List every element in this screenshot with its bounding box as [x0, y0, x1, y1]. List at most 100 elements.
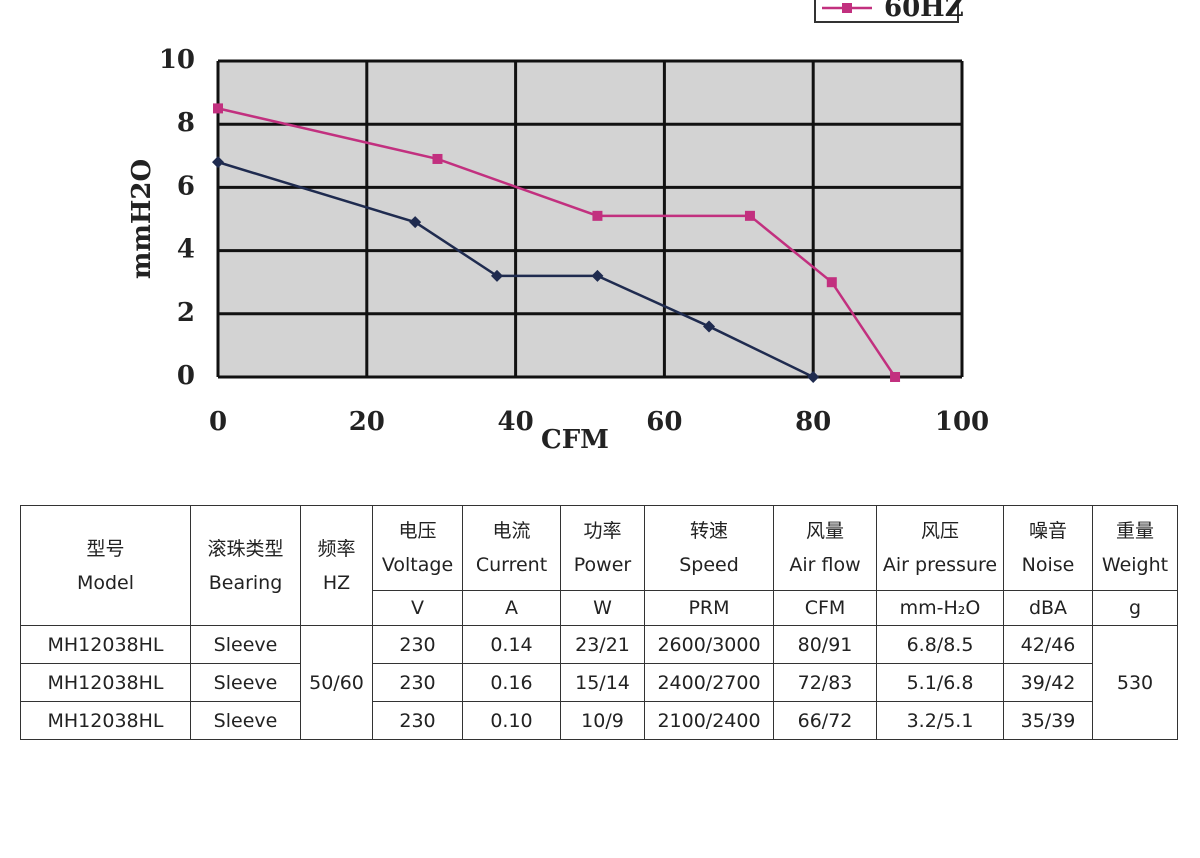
header-en: Voltage	[381, 554, 454, 576]
x-tick-label: 100	[935, 407, 989, 437]
data-cell: 66/72	[773, 701, 877, 740]
data-cell: MH12038HL	[20, 701, 191, 740]
data-cell: 0.10	[462, 701, 561, 740]
marker	[744, 210, 755, 221]
y-axis-label: mmH2O	[127, 159, 157, 279]
x-tick-label: 80	[795, 407, 831, 437]
series-line	[217, 160, 814, 379]
y-tick-label: 10	[159, 45, 195, 75]
header-cell: 滚珠类型 Bearing	[190, 505, 301, 626]
data-row: MH12038HL Sleeve 230 0.10 10/9 2100/2400 66/72…	[20, 701, 1178, 740]
header-en: Air pressure	[882, 554, 998, 576]
header-cell: 型号 Model	[20, 505, 191, 626]
header-cell: 风压 Air pressure	[876, 505, 1004, 591]
data-cell: 3.2/5.1	[876, 701, 1004, 740]
marker	[890, 372, 901, 382]
header-zh: 转速	[689, 520, 728, 542]
header-zh: 电压	[398, 520, 437, 542]
header-en: HZ	[322, 571, 351, 594]
marker	[491, 269, 503, 282]
header-cell: 重量 Weight	[1092, 505, 1178, 591]
plot-area	[218, 61, 962, 377]
header-zh: 滚珠类型	[207, 537, 284, 560]
header-en: Model	[76, 571, 135, 594]
unit-cell: CFM	[773, 590, 877, 626]
data-cell: 2100/2400	[644, 701, 774, 740]
weight-cell: 530	[1092, 625, 1178, 740]
marker	[592, 210, 603, 221]
data-cell: 2600/3000	[644, 625, 774, 664]
x-tick-label: 20	[349, 407, 385, 437]
marker	[213, 103, 223, 114]
header-cell: 频率 HZ	[300, 505, 373, 626]
data-cell: 23/21	[560, 625, 645, 664]
unit-cell: A	[462, 590, 561, 626]
header-row: 型号 Model 滚珠类型 Bearing 频率 HZ 电压 Voltage 电流 Current…	[20, 505, 1178, 626]
y-tick-label: 4	[177, 235, 195, 265]
x-tick-label: 40	[498, 407, 534, 437]
marker	[409, 216, 422, 229]
header-cell: 电流 Current	[462, 505, 561, 591]
data-cell: MH12038HL	[20, 663, 191, 702]
unit-cell: mm-H₂O	[876, 590, 1004, 626]
header-zh: 型号	[86, 537, 125, 560]
data-cell: 10/9	[560, 701, 645, 740]
x-axis-label: CFM	[541, 425, 609, 455]
unit-row: V A W PRM CFM mm-H₂O dBA g	[21, 590, 1178, 626]
data-cell: 230	[372, 701, 463, 740]
header-cell: 电压 Voltage	[372, 505, 463, 591]
marker	[212, 156, 224, 169]
marker	[591, 269, 604, 282]
header-zh: 风量	[805, 520, 844, 542]
header-en: Power	[573, 554, 632, 576]
data-cell: 80/91	[773, 625, 877, 664]
data-cell: 72/83	[773, 663, 877, 702]
unit-cell: V	[372, 590, 463, 626]
unit-cell: dBA	[1003, 590, 1093, 626]
y-tick-label: 0	[177, 361, 195, 391]
data-cell: 2400/2700	[644, 663, 774, 702]
header-zh: 重量	[1115, 520, 1154, 542]
y-tick-label: 2	[177, 298, 195, 328]
unit-cell: PRM	[644, 590, 774, 626]
marker	[703, 320, 716, 333]
header-cell: 噪音 Noise	[1003, 505, 1093, 591]
data-cell: 15/14	[560, 663, 645, 702]
data-cell: 0.14	[462, 625, 561, 664]
data-row: MH12038HL Sleeve 230 0.16 15/14 2400/2700 72/8…	[20, 663, 1178, 702]
header-en: Current	[475, 554, 548, 576]
x-tick-label: 60	[646, 407, 682, 437]
header-zh: 功率	[583, 520, 622, 542]
legend-label: 60HZ	[884, 0, 964, 23]
data-cell: Sleeve	[190, 625, 301, 664]
y-tick-label: 6	[177, 171, 195, 201]
header-en: Speed	[679, 554, 739, 576]
unit-cell: W	[560, 590, 645, 626]
header-en: Air flow	[789, 554, 861, 576]
header-zh: 风压	[920, 520, 959, 542]
data-cell: MH12038HL	[20, 625, 191, 664]
header-zh: 频率	[317, 537, 356, 560]
y-tick-label: 8	[177, 108, 195, 138]
header-en: Weight	[1101, 554, 1169, 576]
header-cell: 功率 Power	[560, 505, 645, 591]
data-cell: 35/39	[1003, 701, 1093, 740]
x-tick-label: 0	[209, 407, 227, 437]
frequency-cell: 50/60	[300, 625, 373, 740]
unit-cell: g	[1092, 590, 1178, 626]
data-cell: 230	[372, 663, 463, 702]
data-cell: 42/46	[1003, 625, 1093, 664]
header-en: Bearing	[208, 571, 283, 594]
data-cell: 5.1/6.8	[876, 663, 1004, 702]
data-cell: 6.8/8.5	[876, 625, 1004, 664]
header-zh: 电流	[492, 520, 531, 542]
marker	[826, 277, 837, 288]
data-cell: Sleeve	[190, 663, 301, 702]
header-cell: 转速 Speed	[644, 505, 774, 591]
data-row: MH12038HL Sleeve 50/60 230 0.14 23/21 2600/300…	[20, 625, 1178, 740]
marker	[807, 371, 820, 383]
header-zh: 噪音	[1028, 520, 1067, 542]
data-cell: 230	[372, 625, 463, 664]
